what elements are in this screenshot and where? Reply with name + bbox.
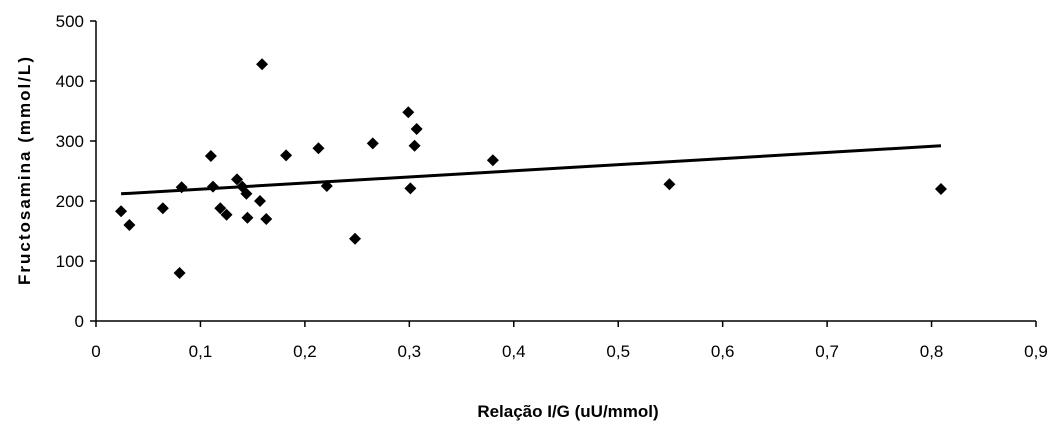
y-tick-label: 200 (56, 192, 84, 211)
data-point (408, 139, 421, 152)
data-point (115, 205, 128, 218)
x-axis-title: Relação I/G (uU/mmol) (477, 402, 658, 421)
y-tick-label: 400 (56, 72, 84, 91)
data-point (312, 142, 325, 155)
data-point (320, 180, 333, 192)
data-point (486, 154, 499, 167)
x-tick-label: 0,2 (293, 342, 317, 361)
data-point (204, 150, 217, 162)
data-point (349, 232, 362, 245)
y-ticks: 0 100 200 300 400 500 (56, 12, 96, 331)
data-point (404, 182, 417, 195)
x-tick-label: 0,8 (920, 342, 944, 361)
data-point (231, 173, 243, 186)
x-ticks: 0 0,1 0,2 0,3 0,4 0,5 0,6 0,7 0,8 0,9 (91, 321, 1048, 361)
y-tick-label: 300 (56, 132, 84, 151)
data-point (260, 213, 273, 225)
trendline (120, 144, 942, 196)
data-point (410, 123, 423, 135)
x-tick-label: 0,4 (502, 342, 526, 361)
data-point (173, 267, 186, 279)
data-point (366, 137, 379, 150)
data-point (256, 58, 269, 71)
data-point (280, 149, 293, 162)
data-point (934, 183, 947, 195)
data-point (663, 178, 676, 191)
x-tick-label: 0,7 (815, 342, 839, 361)
y-tick-label: 0 (75, 312, 84, 331)
data-point (402, 106, 415, 119)
y-axis-title: Fructosamina (mmol/L) (15, 55, 34, 285)
x-tick-label: 0,9 (1024, 342, 1048, 361)
data-point (220, 208, 233, 221)
data-points (115, 58, 947, 279)
data-point (123, 219, 136, 231)
y-tick-label: 100 (56, 252, 84, 271)
data-point (241, 211, 254, 224)
data-point (214, 202, 227, 215)
x-tick-label: 0,5 (606, 342, 630, 361)
x-tick-label: 0,6 (711, 342, 735, 361)
x-tick-label: 0,3 (398, 342, 422, 361)
data-point (156, 202, 169, 215)
x-tick-label: 0,1 (189, 342, 213, 361)
x-tick-label: 0 (91, 342, 100, 361)
data-point (206, 180, 219, 193)
y-tick-label: 500 (56, 12, 84, 31)
axes (95, 21, 1036, 322)
data-point (253, 195, 266, 207)
data-point (175, 181, 188, 194)
data-point (240, 187, 253, 200)
